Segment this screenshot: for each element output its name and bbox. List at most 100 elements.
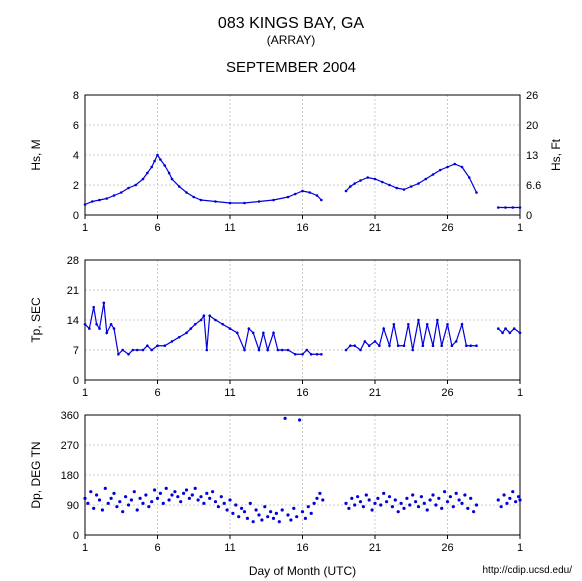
chart-period: SEPTEMBER 2004 [226, 59, 356, 76]
y-tick-label: 7 [73, 345, 79, 357]
data-point [347, 507, 350, 510]
data-point [165, 487, 168, 490]
x-tick-label: 1 [517, 222, 523, 234]
data-point [202, 502, 205, 505]
y2-tick-label: 26 [526, 90, 538, 102]
data-point [104, 487, 107, 490]
y2-tick-label: 13 [526, 150, 538, 162]
data-point [402, 507, 405, 510]
data-point [286, 513, 289, 516]
data-point [295, 515, 298, 518]
y-tick-label: 4 [73, 150, 79, 162]
data-point [263, 505, 266, 508]
data-point [449, 495, 452, 498]
x-axis-label: Day of Month (UTC) [249, 564, 356, 578]
data-point [194, 487, 197, 490]
data-point [170, 493, 173, 496]
data-point [260, 518, 263, 521]
data-point [431, 493, 434, 496]
data-point [394, 498, 397, 501]
chart-subtitle: (ARRAY) [267, 33, 315, 47]
y2-tick-label: 20 [526, 120, 538, 132]
x-tick-label: 21 [369, 222, 381, 234]
data-point [144, 493, 147, 496]
y-axis-label: Dp, DEG TN [29, 441, 43, 508]
data-point [162, 502, 165, 505]
data-point [518, 498, 521, 501]
y-tick-label: 0 [73, 210, 79, 222]
data-point [226, 508, 229, 511]
data-series [346, 164, 477, 193]
data-point [321, 498, 324, 501]
x-tick-label: 1 [517, 387, 523, 399]
data-point [455, 492, 458, 495]
data-point [237, 515, 240, 518]
data-point [379, 503, 382, 506]
data-point [197, 498, 200, 501]
y2-axis-label: Hs, Ft [549, 138, 563, 171]
data-point [179, 500, 182, 503]
data-point [356, 495, 359, 498]
data-point [257, 513, 260, 516]
data-point [301, 510, 304, 513]
data-point [208, 497, 211, 500]
x-tick-label: 21 [369, 542, 381, 554]
y-tick-label: 270 [61, 440, 79, 452]
data-point [497, 498, 500, 501]
data-point [281, 508, 284, 511]
data-point [246, 517, 249, 520]
data-point [136, 508, 139, 511]
data-point [472, 510, 475, 513]
footer-url: http://cdip.ucsd.edu/ [482, 565, 572, 576]
data-point [318, 492, 321, 495]
data-point [405, 497, 408, 500]
chart-svg: 083 KINGS BAY, GA(ARRAY) SEPTEMBER 2004 0 2… [0, 0, 582, 581]
data-point [426, 508, 429, 511]
data-point [240, 507, 243, 510]
y-tick-label: 360 [61, 410, 79, 422]
data-point [443, 490, 446, 493]
data-point [388, 495, 391, 498]
y-tick-label: 8 [73, 90, 79, 102]
data-point [353, 503, 356, 506]
data-point [463, 493, 466, 496]
data-point [511, 490, 514, 493]
data-point [417, 505, 420, 508]
data-point [86, 502, 89, 505]
data-point [344, 502, 347, 505]
data-point [429, 498, 432, 501]
data-point [130, 498, 133, 501]
data-point [153, 488, 156, 491]
data-point [205, 492, 208, 495]
x-tick-label: 1 [517, 542, 523, 554]
y-tick-label: 21 [67, 285, 79, 297]
data-point [460, 502, 463, 505]
data-point [400, 502, 403, 505]
x-tick-label: 11 [224, 222, 235, 234]
data-point [133, 490, 136, 493]
data-point [310, 512, 313, 515]
x-tick-label: 26 [441, 387, 453, 399]
data-point [199, 495, 202, 498]
y-tick-label: 14 [67, 315, 79, 327]
data-point [350, 497, 353, 500]
x-tick-label: 1 [82, 542, 88, 554]
x-tick-label: 1 [82, 387, 88, 399]
data-point [411, 493, 414, 496]
data-point [141, 502, 144, 505]
data-point [89, 490, 92, 493]
data-point [446, 500, 449, 503]
data-series [85, 303, 321, 354]
data-point [298, 418, 301, 421]
data-point [313, 502, 316, 505]
x-tick-label: 11 [224, 542, 235, 554]
data-point [188, 497, 191, 500]
data-point [234, 503, 237, 506]
data-point [112, 492, 115, 495]
data-point [371, 508, 374, 511]
y-axis-label: Tp, SEC [29, 297, 43, 343]
data-point [115, 505, 118, 508]
y-tick-label: 180 [61, 470, 79, 482]
chart-title: 083 KINGS BAY, GA [218, 15, 364, 32]
data-point [231, 512, 234, 515]
